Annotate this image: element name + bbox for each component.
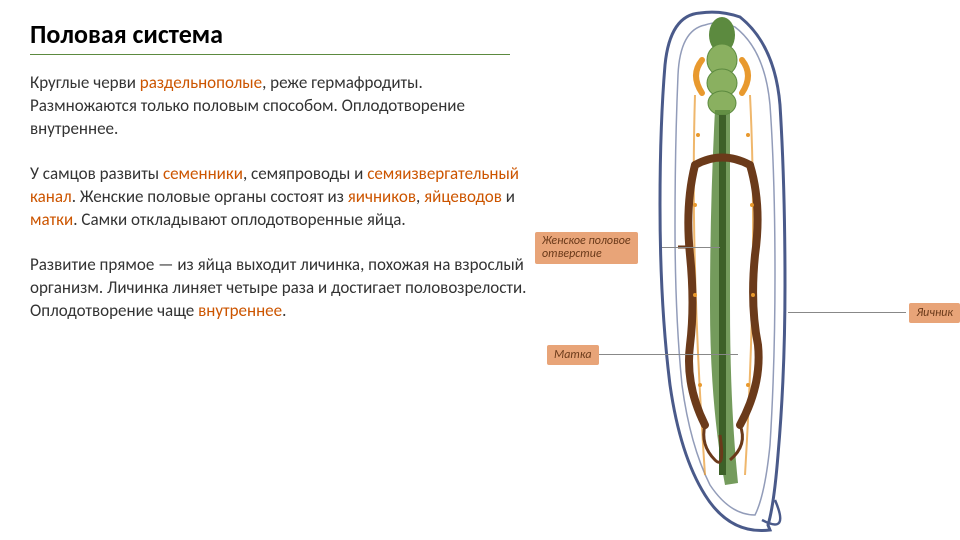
paragraph-3: Развитие прямое — из яйца выходит личинк… <box>30 254 530 323</box>
label-female-opening: Женское половоеотверстие <box>535 232 638 264</box>
text-run: Круглые черви <box>30 72 140 93</box>
text-run: У самцов развиты <box>30 163 163 184</box>
text-run: и <box>502 186 515 207</box>
page-title: Половая система <box>30 18 510 55</box>
worm-diagram <box>530 5 920 535</box>
content-body: Круглые черви раздельнополые, реже герма… <box>30 72 530 344</box>
highlight-text: раздельнополые <box>140 72 262 93</box>
paragraph-2: У самцов развиты семенники, семяпроводы … <box>30 163 530 232</box>
text-run: , семяпроводы и <box>243 163 367 184</box>
text-run: . Самки откладывают оплодотворенные яйца… <box>73 209 405 230</box>
highlight-text: семенники <box>163 163 243 184</box>
highlight-text: яйцеводов <box>424 186 502 207</box>
leader-line <box>598 354 738 355</box>
highlight-text: внутреннее <box>198 300 282 321</box>
text-run: . Женские половые органы состоят из <box>72 186 348 207</box>
text-run: . <box>282 300 286 321</box>
paragraph-1: Круглые черви раздельнополые, реже герма… <box>30 72 530 141</box>
leader-line <box>788 312 906 313</box>
anatomy-svg <box>530 5 920 535</box>
label-uterus: Матка <box>547 345 599 365</box>
text-run: , <box>416 186 424 207</box>
highlight-text: яичников <box>348 186 416 207</box>
slide: Половая система Круглые черви раздельноп… <box>0 0 960 540</box>
leader-line <box>662 247 720 248</box>
highlight-text: матки <box>30 209 73 230</box>
label-ovary: Яичник <box>909 303 960 323</box>
